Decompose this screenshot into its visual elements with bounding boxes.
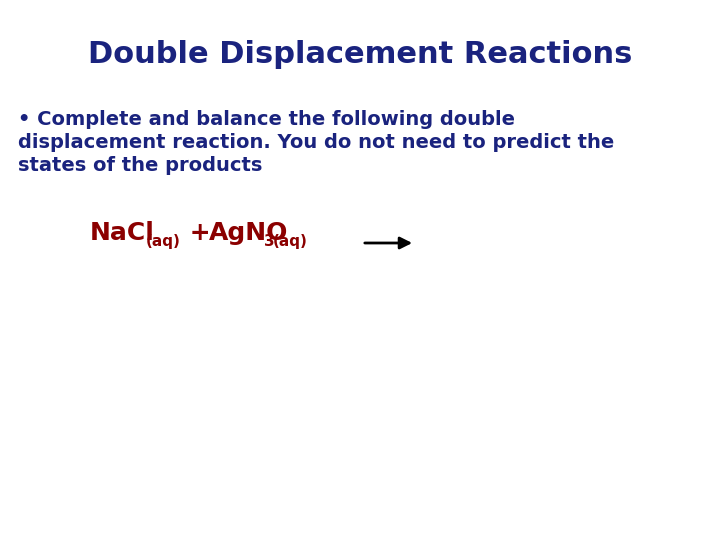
Text: NaCl: NaCl <box>90 221 155 245</box>
Text: (aq): (aq) <box>146 234 181 249</box>
Text: (aq): (aq) <box>273 234 308 249</box>
Text: displacement reaction. You do not need to predict the: displacement reaction. You do not need t… <box>18 133 614 152</box>
Text: +: + <box>181 221 220 245</box>
Text: Double Displacement Reactions: Double Displacement Reactions <box>88 40 632 69</box>
Text: 3: 3 <box>264 234 274 249</box>
Text: • Complete and balance the following double: • Complete and balance the following dou… <box>18 110 515 129</box>
Text: AgNO: AgNO <box>209 221 289 245</box>
Text: states of the products: states of the products <box>18 156 262 175</box>
